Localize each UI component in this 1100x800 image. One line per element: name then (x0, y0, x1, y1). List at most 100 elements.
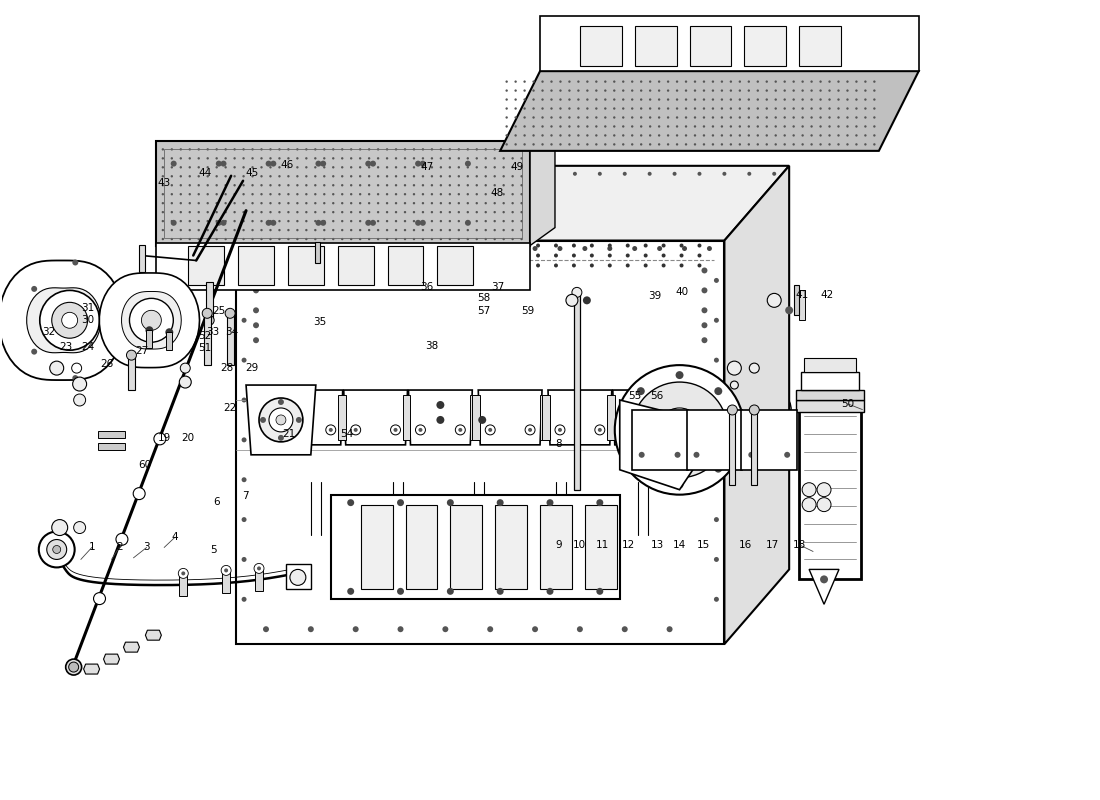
Circle shape (332, 211, 334, 214)
Circle shape (703, 81, 705, 83)
Circle shape (464, 263, 469, 267)
Circle shape (675, 98, 679, 101)
Circle shape (518, 243, 522, 247)
Circle shape (242, 318, 246, 322)
Circle shape (550, 116, 552, 118)
Circle shape (475, 166, 478, 169)
Circle shape (253, 338, 258, 343)
Polygon shape (631, 410, 688, 470)
Circle shape (421, 220, 425, 222)
Circle shape (278, 184, 280, 186)
Circle shape (350, 238, 352, 240)
Circle shape (287, 211, 289, 214)
Circle shape (730, 381, 738, 389)
Circle shape (631, 90, 634, 92)
Ellipse shape (419, 158, 471, 229)
Circle shape (404, 202, 406, 204)
Circle shape (748, 81, 750, 83)
Circle shape (828, 116, 830, 118)
Circle shape (702, 338, 707, 343)
Circle shape (447, 499, 454, 506)
Circle shape (855, 107, 858, 110)
Circle shape (586, 90, 589, 92)
Circle shape (305, 175, 308, 178)
Circle shape (525, 425, 535, 435)
Circle shape (359, 193, 362, 195)
Circle shape (865, 98, 867, 101)
Circle shape (667, 143, 669, 146)
Circle shape (377, 202, 379, 204)
Circle shape (350, 184, 352, 186)
Circle shape (254, 563, 264, 574)
Text: 55: 55 (628, 391, 641, 401)
Circle shape (595, 143, 597, 146)
Circle shape (820, 116, 822, 118)
Circle shape (386, 166, 388, 169)
Circle shape (569, 143, 571, 146)
Text: 21: 21 (283, 430, 296, 439)
Circle shape (428, 254, 432, 258)
Circle shape (270, 157, 272, 159)
Text: 37: 37 (491, 282, 504, 292)
Circle shape (251, 220, 254, 222)
Circle shape (541, 98, 543, 101)
Circle shape (377, 157, 379, 159)
Circle shape (233, 166, 235, 169)
Circle shape (341, 211, 343, 214)
Circle shape (242, 148, 245, 150)
Circle shape (855, 116, 858, 118)
Bar (585, 505, 617, 590)
Circle shape (714, 465, 723, 473)
Text: 40: 40 (675, 287, 689, 298)
Circle shape (680, 243, 683, 247)
Circle shape (440, 193, 442, 195)
Circle shape (74, 522, 86, 534)
Circle shape (395, 193, 397, 195)
Circle shape (865, 81, 867, 83)
Circle shape (285, 263, 289, 267)
Circle shape (179, 157, 182, 159)
Circle shape (785, 306, 793, 314)
Circle shape (377, 184, 379, 186)
Circle shape (465, 220, 471, 226)
Circle shape (694, 116, 696, 118)
Circle shape (188, 202, 191, 204)
Ellipse shape (368, 484, 427, 526)
Circle shape (315, 238, 317, 240)
Ellipse shape (364, 303, 386, 318)
Text: 47: 47 (420, 162, 433, 172)
Circle shape (837, 116, 839, 118)
Circle shape (712, 134, 714, 137)
Circle shape (660, 425, 670, 435)
Circle shape (341, 184, 343, 186)
Circle shape (224, 166, 227, 169)
Circle shape (447, 588, 454, 595)
Circle shape (226, 308, 235, 318)
Circle shape (377, 166, 379, 169)
Circle shape (484, 157, 487, 159)
Ellipse shape (270, 158, 322, 229)
Circle shape (170, 202, 173, 204)
Circle shape (253, 287, 258, 294)
Text: 34: 34 (226, 327, 239, 338)
Circle shape (270, 184, 272, 186)
Circle shape (162, 166, 164, 169)
Circle shape (421, 238, 425, 240)
Circle shape (278, 175, 280, 178)
Circle shape (811, 98, 813, 101)
Circle shape (287, 220, 289, 222)
Circle shape (305, 166, 308, 169)
Ellipse shape (265, 303, 287, 318)
Circle shape (261, 229, 263, 231)
Circle shape (640, 90, 642, 92)
Wedge shape (415, 364, 466, 390)
Circle shape (386, 148, 388, 150)
Circle shape (675, 134, 679, 137)
Bar (450, 505, 482, 590)
Circle shape (694, 98, 696, 101)
Bar (341, 395, 349, 440)
Circle shape (428, 243, 432, 247)
Circle shape (449, 175, 451, 178)
Bar (799, 400, 861, 579)
Circle shape (242, 220, 245, 222)
